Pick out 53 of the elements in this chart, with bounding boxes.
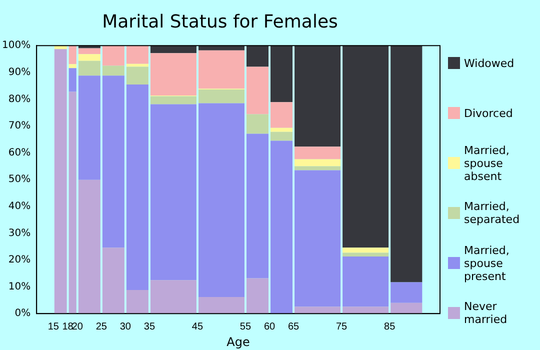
y-tick-label: 20%	[8, 254, 31, 266]
legend-label: Married, spouse absent	[464, 144, 510, 182]
legend-label: Never married	[464, 300, 508, 326]
bar	[102, 66, 124, 76]
bar	[126, 84, 148, 290]
bar	[270, 102, 293, 128]
bar	[78, 180, 100, 314]
y-tick-label: 40%	[8, 200, 31, 212]
y-tick-label: 80%	[8, 94, 31, 105]
y-tick-label: 30%	[8, 228, 31, 239]
bar	[126, 46, 148, 64]
bar	[126, 290, 148, 314]
bar	[270, 128, 293, 132]
bar	[78, 48, 100, 54]
x-tick-label: 75	[336, 321, 348, 332]
x-tick-label: 35	[144, 321, 156, 332]
y-tick-label: 50%	[8, 174, 31, 186]
chart-title: Marital Status for Females	[102, 11, 338, 32]
x-tick-label: 30	[120, 321, 132, 332]
bar	[270, 132, 293, 141]
legend-label: Widowed	[464, 56, 514, 70]
bar	[126, 64, 148, 67]
bar	[102, 248, 124, 314]
x-tick-label: 65	[288, 321, 300, 332]
bar	[78, 54, 100, 61]
bar	[270, 140, 293, 314]
y-tick-label: 90%	[8, 66, 31, 78]
bar	[78, 76, 100, 180]
x-tick-label: 20	[72, 321, 84, 332]
legend-label: Divorced	[464, 106, 513, 120]
y-tick-label: 60%	[8, 147, 31, 158]
bar	[246, 66, 269, 114]
x-axis-title: Age	[226, 334, 250, 349]
bar	[246, 278, 269, 314]
x-tick-label: 45	[192, 321, 204, 332]
legend-label: Married, separated	[464, 200, 520, 226]
x-tick-label: 15	[48, 321, 60, 332]
y-tick-label: 70%	[8, 120, 31, 132]
bar	[102, 46, 124, 66]
x-tick-label: 85	[384, 321, 396, 332]
bar	[102, 76, 124, 248]
y-tick-label: 0%	[14, 308, 31, 320]
x-tick-label: 18	[62, 321, 74, 332]
bar	[246, 134, 269, 278]
y-tick-label: 100%	[2, 40, 31, 52]
legend-label: Married, spouse present	[464, 244, 510, 282]
bar	[126, 66, 148, 84]
y-tick-label: 10%	[8, 281, 31, 292]
x-tick-label: 55	[240, 321, 252, 332]
bar	[78, 60, 100, 76]
bar	[246, 114, 269, 134]
x-tick-label: 60	[264, 321, 276, 332]
x-tick-label: 25	[96, 321, 108, 332]
